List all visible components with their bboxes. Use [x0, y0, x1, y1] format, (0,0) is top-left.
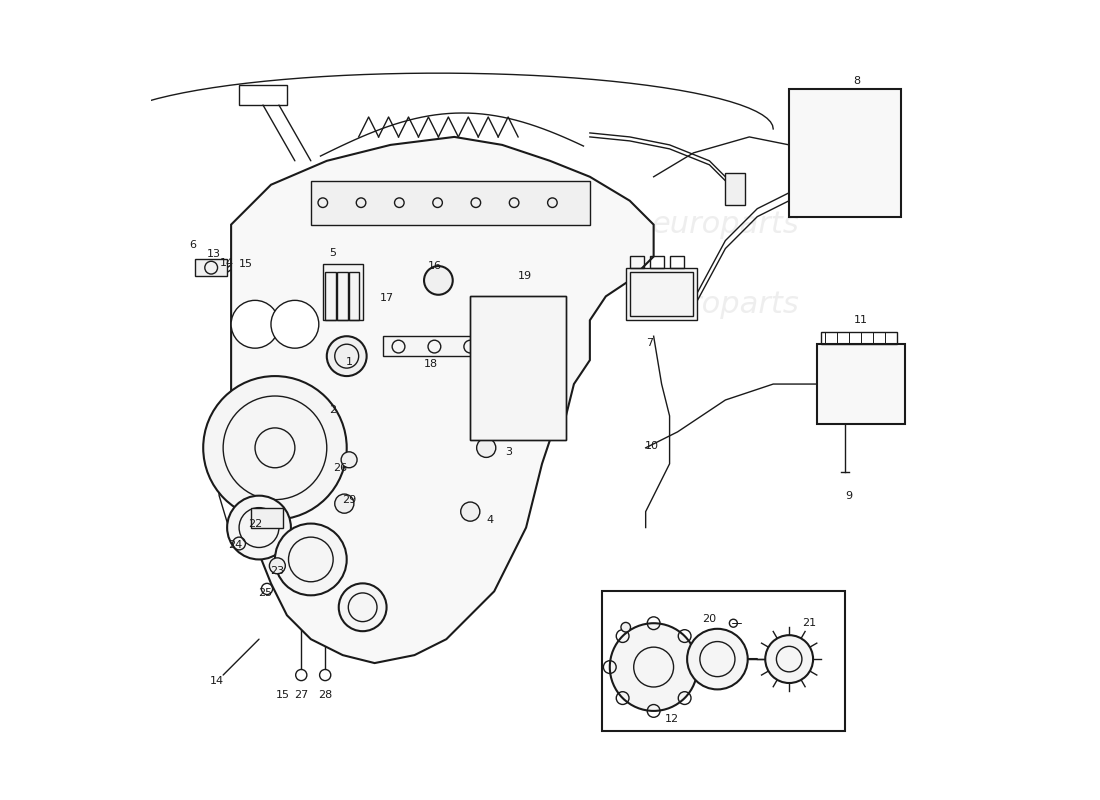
Text: 15: 15: [239, 259, 253, 270]
Bar: [471, 296, 565, 440]
Text: 18: 18: [424, 359, 438, 369]
Bar: [251, 508, 283, 527]
Text: 11: 11: [854, 315, 868, 326]
Bar: [789, 89, 901, 217]
Bar: [670, 257, 684, 269]
Bar: [349, 273, 360, 320]
Circle shape: [476, 438, 496, 458]
Text: 15: 15: [276, 690, 290, 700]
Text: 2: 2: [330, 405, 337, 414]
Circle shape: [341, 452, 358, 468]
Bar: [725, 173, 746, 205]
Bar: [326, 273, 336, 320]
Text: parts: parts: [428, 365, 528, 403]
Bar: [311, 181, 590, 225]
Text: 26: 26: [333, 462, 348, 473]
Text: 21: 21: [802, 618, 816, 628]
Circle shape: [766, 635, 813, 683]
Text: 19: 19: [517, 271, 531, 282]
Text: 9: 9: [846, 490, 852, 501]
Circle shape: [339, 583, 386, 631]
Text: 29: 29: [342, 494, 356, 505]
Text: 12: 12: [664, 714, 679, 724]
Bar: [602, 591, 845, 731]
Text: 14: 14: [220, 258, 234, 268]
Bar: [195, 259, 227, 277]
Circle shape: [424, 266, 453, 294]
Bar: [626, 269, 697, 320]
Text: 22: 22: [248, 518, 262, 529]
Text: 23: 23: [271, 566, 285, 577]
Text: 25: 25: [258, 588, 273, 598]
Text: 5: 5: [330, 247, 337, 258]
Circle shape: [327, 336, 366, 376]
Text: 28: 28: [318, 690, 332, 700]
Circle shape: [270, 558, 285, 574]
Bar: [650, 257, 664, 269]
Bar: [239, 85, 287, 105]
Bar: [817, 344, 905, 424]
Text: 13: 13: [207, 249, 221, 259]
Bar: [471, 296, 565, 440]
Bar: [322, 265, 363, 320]
Text: 7: 7: [646, 338, 653, 347]
Circle shape: [461, 502, 480, 521]
Text: 14: 14: [210, 676, 223, 686]
Text: euro: euro: [330, 365, 419, 403]
Text: 4: 4: [486, 514, 494, 525]
Text: 16: 16: [428, 261, 441, 271]
Text: 6: 6: [189, 239, 196, 250]
Circle shape: [609, 623, 697, 711]
Circle shape: [621, 622, 630, 632]
Bar: [821, 332, 896, 344]
Polygon shape: [231, 137, 653, 663]
Circle shape: [271, 300, 319, 348]
Bar: [629, 257, 645, 269]
Text: 20: 20: [703, 614, 716, 624]
Text: 27: 27: [294, 690, 308, 700]
Text: 3: 3: [505, 447, 512, 457]
Bar: [629, 273, 693, 316]
Circle shape: [227, 496, 290, 559]
Text: 1: 1: [345, 357, 353, 366]
Text: 8: 8: [854, 76, 860, 86]
Bar: [337, 273, 348, 320]
Circle shape: [275, 523, 346, 595]
Circle shape: [334, 494, 354, 514]
Bar: [383, 336, 542, 356]
Circle shape: [231, 300, 279, 348]
Text: 17: 17: [379, 293, 394, 303]
Text: 24: 24: [228, 540, 242, 550]
Text: 10: 10: [645, 442, 659, 451]
Circle shape: [688, 629, 748, 690]
Text: europarts: europarts: [651, 290, 800, 319]
Circle shape: [204, 376, 346, 519]
Text: europarts: europarts: [651, 210, 800, 239]
